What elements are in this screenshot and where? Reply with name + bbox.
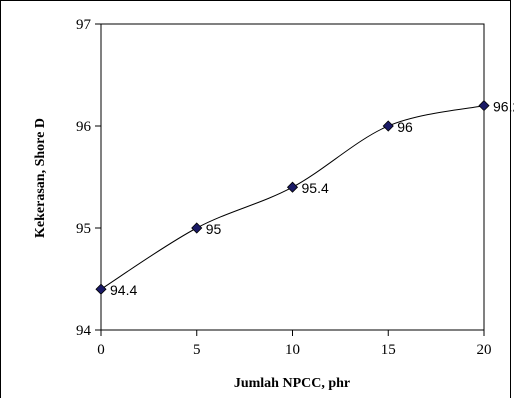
series-line	[100, 105, 485, 290]
data-point-marker	[286, 181, 299, 193]
data-point-label: 94.4	[110, 282, 137, 298]
x-tick-label: 5	[193, 342, 201, 358]
y-axis-ticks: 94 95 96 97	[76, 17, 101, 339]
y-tick-label: 95	[76, 221, 91, 237]
data-point-marker	[95, 283, 107, 295]
data-point-label: 95	[206, 221, 222, 237]
data-labels: 94.4 95 95.4 96 96.2	[110, 99, 514, 299]
data-point-marker	[191, 222, 203, 234]
y-tick-label: 94	[76, 323, 92, 339]
data-markers	[95, 100, 490, 295]
data-point-label: 95.4	[302, 180, 329, 196]
x-axis-title: Jumlah NPCC, phr	[234, 376, 350, 391]
data-point-marker	[382, 120, 394, 132]
y-tick-label: 96	[76, 119, 92, 135]
plot-area	[100, 23, 485, 331]
y-tick-label: 97	[76, 17, 92, 33]
data-point-label: 96	[397, 119, 413, 135]
x-tick-label: 10	[285, 342, 300, 358]
series-lines	[100, 105, 485, 290]
y-axis-title: Kekerasan, Shore D	[33, 118, 48, 238]
x-tick-label: 0	[97, 342, 105, 358]
x-tick-label: 20	[477, 342, 492, 358]
x-axis-ticks: 0 5 10 15 20	[97, 330, 492, 358]
x-tick-label: 15	[381, 342, 396, 358]
data-point-label: 96.2	[493, 99, 514, 115]
data-point-marker	[478, 100, 490, 112]
